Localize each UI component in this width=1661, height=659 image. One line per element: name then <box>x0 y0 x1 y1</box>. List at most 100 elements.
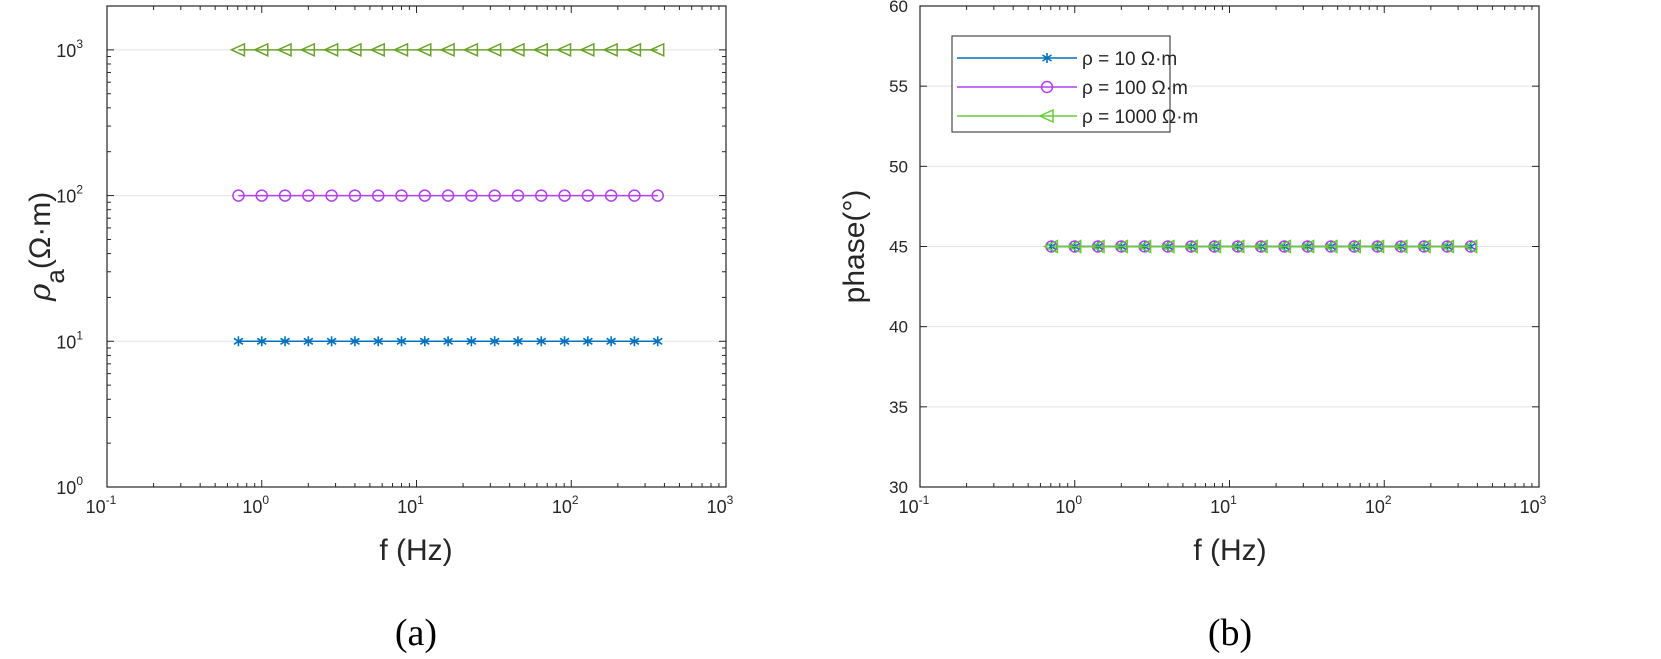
data-point-triangle-left <box>1415 239 1431 254</box>
asterisk-stroke <box>303 337 314 345</box>
data-point-triangle-left <box>1112 239 1129 254</box>
data-point-circle <box>418 189 432 202</box>
data-point-circle <box>395 189 408 202</box>
data-point-circle <box>651 189 664 202</box>
data-point-triangle-left <box>229 42 246 58</box>
data-point-asterisk <box>419 336 430 347</box>
data-point-triangle-left <box>1159 239 1175 254</box>
asterisk-stroke <box>419 337 430 345</box>
data-point-triangle-left <box>1205 239 1222 254</box>
data-point-asterisk <box>280 336 290 347</box>
data-point-circle <box>488 189 501 202</box>
data-point-triangle-left <box>1135 239 1152 254</box>
x-tick-label: 101 <box>397 493 424 517</box>
axes-box <box>106 5 727 488</box>
asterisk-stroke <box>559 337 570 345</box>
data-point-asterisk <box>326 336 337 347</box>
asterisk-stroke <box>582 337 593 345</box>
data-point-circle <box>604 189 618 202</box>
data-point-triangle-left <box>276 42 292 58</box>
y-axis-label: ρa(Ω·m) <box>23 192 70 303</box>
x-axis-label: f (Hz) <box>1193 534 1266 567</box>
y-tick-label: 40 <box>889 318 908 337</box>
x-axis-label: f (Hz) <box>379 534 452 567</box>
legend-entry: ρ = 100 Ω·m <box>1082 78 1188 99</box>
data-point-triangle-left <box>462 42 479 58</box>
data-point-triangle-left <box>1065 239 1082 254</box>
legend-marker-triangle-left <box>1038 108 1054 124</box>
data-point-triangle-left <box>1461 239 1478 254</box>
data-point-triangle-left <box>485 42 502 58</box>
asterisk-stroke <box>256 337 267 345</box>
series <box>229 42 665 58</box>
x-tick-label: 10-1 <box>86 493 117 517</box>
asterisk-stroke <box>233 337 244 345</box>
asterisk-stroke <box>652 337 663 345</box>
data-point-triangle-left <box>1392 239 1408 254</box>
asterisk-stroke <box>326 337 337 345</box>
y-tick-label: 35 <box>889 398 908 417</box>
x-tick-exponent: -1 <box>919 493 930 507</box>
legend-marker-asterisk <box>1042 53 1052 63</box>
data-point-triangle-left <box>1042 239 1059 254</box>
data-point-triangle-left <box>299 42 316 58</box>
y-tick-exponent: 2 <box>76 183 83 197</box>
data-point-triangle-left <box>555 42 572 58</box>
x-tick-label: 100 <box>1055 493 1082 517</box>
legend-marker-circle <box>1040 80 1054 94</box>
y-tick-label: 50 <box>889 157 908 176</box>
data-point-asterisk <box>536 336 547 347</box>
series <box>232 189 664 202</box>
data-point-triangle-left <box>346 42 362 58</box>
data-point-triangle-left <box>322 42 339 58</box>
asterisk-stroke <box>443 337 454 345</box>
data-point-triangle-left <box>1182 239 1198 254</box>
data-point-circle <box>348 189 362 202</box>
x-tick-label: 100 <box>242 493 269 517</box>
panel-caption: (b) <box>1208 612 1252 654</box>
data-point-triangle-left <box>1345 239 1362 254</box>
asterisk-stroke <box>489 337 500 345</box>
data-point-circle <box>581 189 595 202</box>
data-point-asterisk <box>489 336 500 347</box>
x-tick-exponent: 2 <box>1385 493 1392 507</box>
data-point-triangle-left <box>532 42 549 58</box>
data-point-asterisk <box>606 336 617 347</box>
data-point-triangle-left <box>252 42 269 58</box>
y-tick-exponent: 0 <box>76 474 83 488</box>
data-point-triangle-left <box>579 42 595 58</box>
legend-entry: ρ = 10 Ω·m <box>1082 49 1177 70</box>
x-tick-exponent: -1 <box>106 493 117 507</box>
data-point-asterisk <box>652 336 663 347</box>
asterisk-stroke <box>349 337 360 345</box>
data-point-asterisk <box>513 336 523 347</box>
asterisk-stroke <box>536 337 547 345</box>
data-point-circle <box>628 189 641 202</box>
y-tick-label: 60 <box>889 0 908 16</box>
data-point-triangle-left <box>1438 239 1455 254</box>
data-point-triangle-left <box>369 42 385 58</box>
data-point-triangle-left <box>439 42 455 58</box>
asterisk-stroke <box>629 337 640 345</box>
data-point-triangle-left <box>392 42 409 58</box>
y-axis-label: phase(°) <box>838 190 871 304</box>
y-label-subscript: a <box>40 269 70 284</box>
y-tick-exponent: 3 <box>76 37 83 51</box>
data-point-triangle-left <box>602 42 618 58</box>
data-point-triangle-left <box>509 42 525 58</box>
asterisk-stroke <box>280 337 290 345</box>
data-point-asterisk <box>466 336 477 347</box>
data-point-triangle-left <box>648 42 665 58</box>
axes-box <box>919 5 1540 488</box>
y-tick-label: 102 <box>56 183 83 207</box>
asterisk-stroke <box>606 337 617 345</box>
y-tick-label: 100 <box>56 474 83 498</box>
data-point-circle <box>535 189 548 202</box>
y-label-symbol: ρ <box>23 283 58 302</box>
x-tick-label: 103 <box>707 493 734 517</box>
legend-entry: ρ = 1000 Ω·m <box>1082 107 1198 128</box>
x-tick-exponent: 0 <box>1075 493 1082 507</box>
y-label-unit: (Ω·m) <box>24 192 57 269</box>
x-tick-label: 102 <box>1365 493 1392 517</box>
